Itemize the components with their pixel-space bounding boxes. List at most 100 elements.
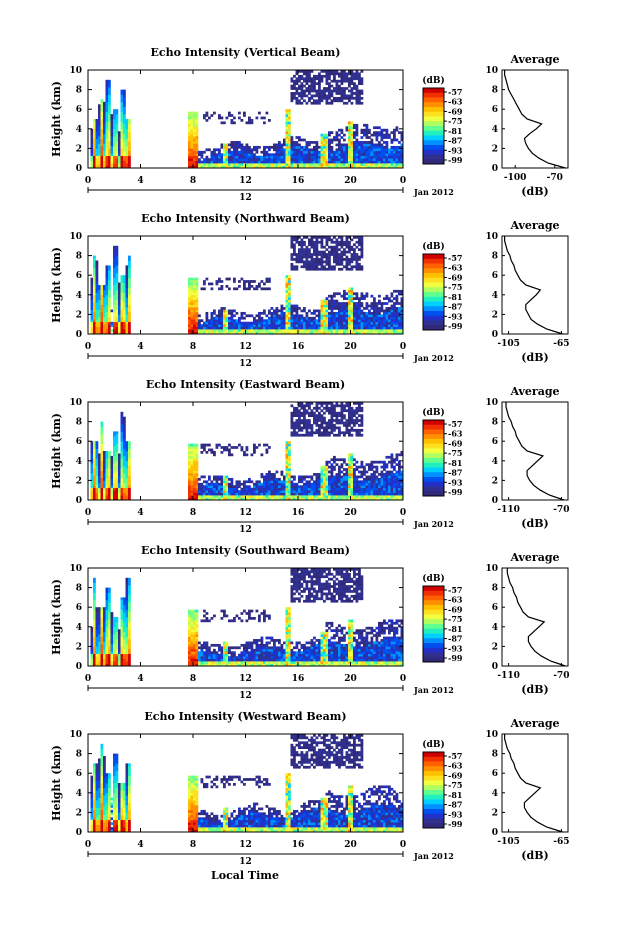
heatmap-cell (388, 163, 391, 166)
heatmap-cell (328, 316, 331, 320)
heatmap-cell (325, 473, 329, 476)
heatmap-cell (283, 482, 286, 486)
heatmap-cell (293, 145, 296, 149)
heatmap-cell (263, 495, 266, 498)
heatmap-cell (395, 309, 399, 313)
heatmap-cell (373, 145, 376, 149)
heatmap-cell (330, 402, 334, 405)
heatmap-cell (333, 314, 336, 318)
heatmap-cell (100, 424, 104, 427)
heatmap-cell (345, 314, 349, 318)
heatmap-cell (98, 126, 101, 130)
heatmap-cell (108, 109, 111, 112)
heatmap-cell (218, 492, 221, 496)
heatmap-cell (310, 148, 314, 152)
heatmap-cell (348, 150, 351, 154)
heatmap-cell (103, 294, 106, 298)
heatmap-cell (295, 324, 299, 327)
heatmap-cell (338, 326, 341, 330)
heatmap-cell (368, 150, 371, 154)
heatmap-cell (115, 111, 119, 115)
heatmap-cell (363, 329, 366, 332)
heatmap-cell (315, 248, 319, 251)
heatmap-cell (98, 475, 101, 479)
heatmap-cell (325, 141, 329, 144)
heatmap-cell (203, 446, 206, 449)
heatmap-cell (215, 160, 219, 164)
heatmap-cell (93, 319, 96, 323)
heatmap-cell (93, 255, 96, 259)
heatmap-cell (325, 321, 329, 325)
heatmap-cell (290, 421, 294, 425)
heatmap-cell (193, 473, 196, 476)
heatmap-cell (328, 260, 331, 264)
heatmap-cell (215, 329, 219, 332)
heatmap-cell (398, 302, 401, 305)
heatmap-cell (305, 428, 309, 432)
heatmap-cell (118, 485, 121, 489)
heatmap-cell (270, 165, 274, 169)
heatmap-cell (360, 89, 364, 93)
heatmap-cell (285, 448, 289, 452)
heatmap-cell (333, 267, 336, 271)
heatmap-cell (248, 119, 251, 122)
heatmap-cell (305, 311, 309, 315)
heatmap-cell (285, 321, 289, 325)
heatmap-cell (105, 299, 109, 303)
heatmap-cell (233, 121, 236, 125)
heatmap-cell (285, 123, 289, 127)
heatmap-cell (328, 165, 331, 169)
heatmap-cell (258, 314, 261, 318)
heatmap-cell (238, 150, 241, 154)
heatmap-cell (205, 497, 209, 501)
heatmap-cell (98, 158, 101, 161)
heatmap-cell (305, 487, 309, 491)
heatmap-cell (380, 321, 384, 325)
heatmap-cell (125, 497, 129, 501)
heatmap-cell (108, 311, 111, 315)
heatmap-cell (315, 497, 319, 501)
heatmap-cell (218, 153, 221, 157)
heatmap-cell (120, 101, 124, 105)
heatmap-cell (103, 304, 106, 308)
heatmap-cell (118, 163, 121, 166)
heatmap-cell (330, 92, 334, 95)
x-tick-label: 12 (239, 176, 252, 186)
heatmap-cell (338, 292, 341, 296)
heatmap-cell (218, 316, 221, 320)
heatmap-cell (333, 248, 336, 251)
heatmap-cell (288, 446, 291, 449)
heatmap-cell (358, 309, 361, 313)
heatmap-cell (275, 329, 279, 332)
heatmap-cell (343, 89, 346, 93)
heatmap-cell (320, 250, 324, 254)
heatmap-cell (333, 485, 336, 489)
heatmap-cell (120, 451, 124, 454)
heatmap-cell (115, 319, 119, 323)
heatmap-cell (320, 153, 324, 157)
heatmap-cell (398, 331, 401, 335)
heatmap-cell (225, 285, 229, 288)
heatmap-cell (308, 431, 311, 435)
heatmap-cell (238, 285, 241, 288)
heatmap-cell (335, 248, 339, 251)
heatmap-cell (360, 304, 364, 308)
heatmap-cell (385, 314, 389, 318)
heatmap-cell (93, 150, 96, 154)
heatmap-cell (328, 485, 331, 489)
heatmap-cell (250, 490, 254, 493)
heatmap-cell (290, 253, 294, 256)
heatmap-cell (330, 99, 334, 103)
heatmap-cell (300, 487, 304, 491)
heatmap-cell (280, 155, 284, 159)
heatmap-cell (255, 285, 259, 288)
heatmap-cell (303, 414, 306, 417)
heatmap-cell (100, 326, 104, 330)
heatmap-cell (188, 460, 191, 464)
heatmap-cell (315, 321, 319, 325)
heatmap-cell (298, 94, 301, 98)
heatmap-cell (355, 128, 359, 132)
heatmap-cell (203, 443, 206, 447)
heatmap-cell (195, 490, 199, 493)
heatmap-cell (93, 145, 96, 149)
